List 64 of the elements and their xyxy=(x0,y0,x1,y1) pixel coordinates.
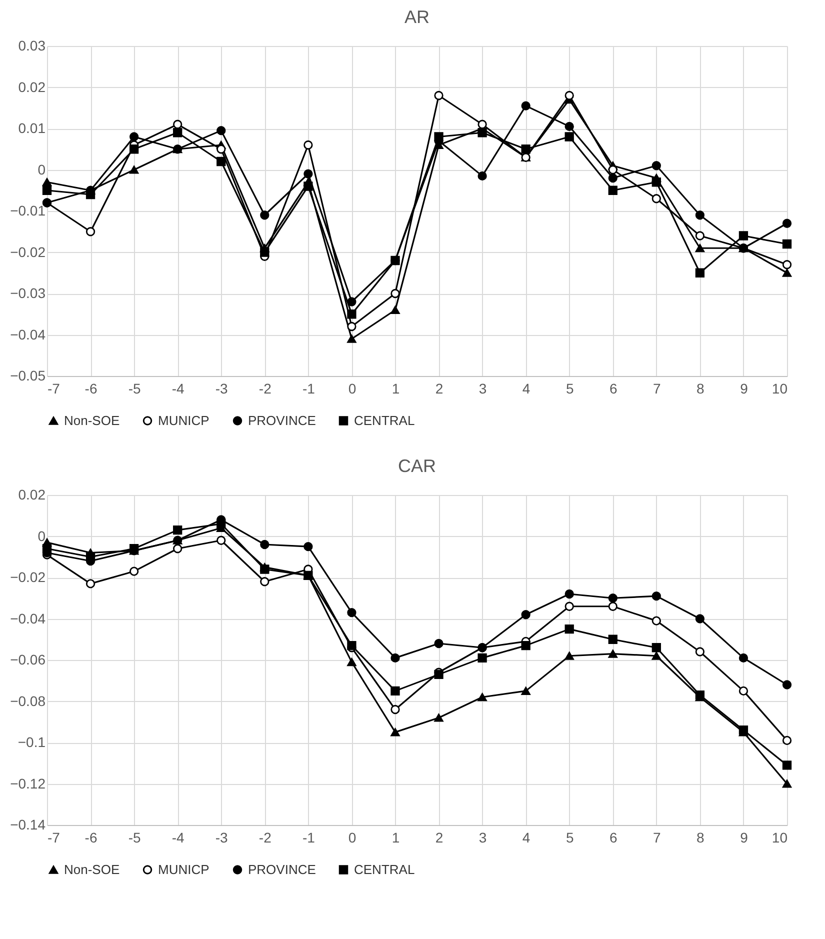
x-tick-label: 1 xyxy=(392,380,400,396)
x-tick-label: 2 xyxy=(435,830,444,846)
x-tick-label: -3 xyxy=(215,830,228,846)
legend-label: Non-SOE xyxy=(64,862,120,877)
y-tick-label: −0.14 xyxy=(10,816,46,832)
y-tick-label: 0.02 xyxy=(18,78,46,95)
x-tick-label: 5 xyxy=(566,380,574,396)
legend-label: CENTRAL xyxy=(354,412,415,428)
x-tick-label: 8 xyxy=(696,380,705,396)
x-tick-label: 6 xyxy=(609,380,618,396)
legend-label: Non-SOE xyxy=(64,412,120,428)
x-tick-label: 10 xyxy=(772,380,788,396)
x-tick-label: -2 xyxy=(258,380,272,396)
y-tick-label: 0 xyxy=(38,161,46,178)
x-tick-label: -4 xyxy=(172,380,185,396)
y-tick-label: −0.12 xyxy=(10,775,46,792)
x-tick-label: 0 xyxy=(348,380,356,396)
legend-label: MUNICP xyxy=(158,862,210,877)
x-tick-label: -2 xyxy=(258,830,272,846)
x-tick-label: -5 xyxy=(128,830,141,846)
x-tick-label: -6 xyxy=(84,380,98,396)
x-tick-label: 1 xyxy=(392,830,400,846)
x-tick-label: 7 xyxy=(653,830,662,846)
y-tick-label: 0.03 xyxy=(18,38,46,54)
x-tick-label: -1 xyxy=(302,830,316,846)
chart-title: CAR xyxy=(398,456,436,476)
y-tick-label: −0.06 xyxy=(10,652,46,668)
x-tick-label: 8 xyxy=(696,830,705,846)
x-tick-label: 7 xyxy=(653,380,662,396)
x-tick-label: 6 xyxy=(609,830,618,846)
x-tick-label: 5 xyxy=(566,830,574,846)
x-tick-label: 10 xyxy=(772,830,788,846)
y-tick-label: −0.08 xyxy=(10,692,46,709)
x-tick-label: -3 xyxy=(215,380,228,396)
y-tick-label: −0.02 xyxy=(10,569,46,585)
y-tick-label: 0.02 xyxy=(18,486,46,502)
x-tick-label: -7 xyxy=(48,830,60,846)
chart-title: AR xyxy=(404,7,430,27)
x-tick-label: -6 xyxy=(84,830,98,846)
legend-label: MUNICP xyxy=(158,412,210,428)
x-tick-label: -5 xyxy=(128,380,141,396)
y-tick-label: 0 xyxy=(38,528,46,544)
x-tick-label: 9 xyxy=(740,380,748,396)
x-tick-label: 9 xyxy=(740,830,748,846)
y-tick-label: −0.01 xyxy=(10,202,46,218)
legend-label: CENTRAL xyxy=(354,862,415,877)
x-tick-label: 3 xyxy=(478,380,487,396)
x-tick-label: 0 xyxy=(348,830,356,846)
legend-label: PROVINCE xyxy=(248,862,316,877)
x-tick-label: -4 xyxy=(172,830,185,846)
y-tick-label: −0.1 xyxy=(18,734,46,750)
y-tick-label: −0.05 xyxy=(10,368,46,384)
x-tick-label: -1 xyxy=(302,380,316,396)
x-tick-label: -7 xyxy=(48,380,60,396)
x-tick-label: 4 xyxy=(522,380,530,396)
y-tick-label: −0.03 xyxy=(10,285,46,301)
x-tick-label: 3 xyxy=(478,830,487,846)
y-tick-label: 0.01 xyxy=(18,120,46,136)
legend-label: PROVINCE xyxy=(248,412,316,428)
x-tick-label: 4 xyxy=(522,830,530,846)
y-tick-label: −0.02 xyxy=(10,244,46,260)
x-tick-label: 2 xyxy=(435,380,444,396)
y-tick-label: −0.04 xyxy=(10,326,46,342)
y-tick-label: −0.04 xyxy=(10,610,46,626)
